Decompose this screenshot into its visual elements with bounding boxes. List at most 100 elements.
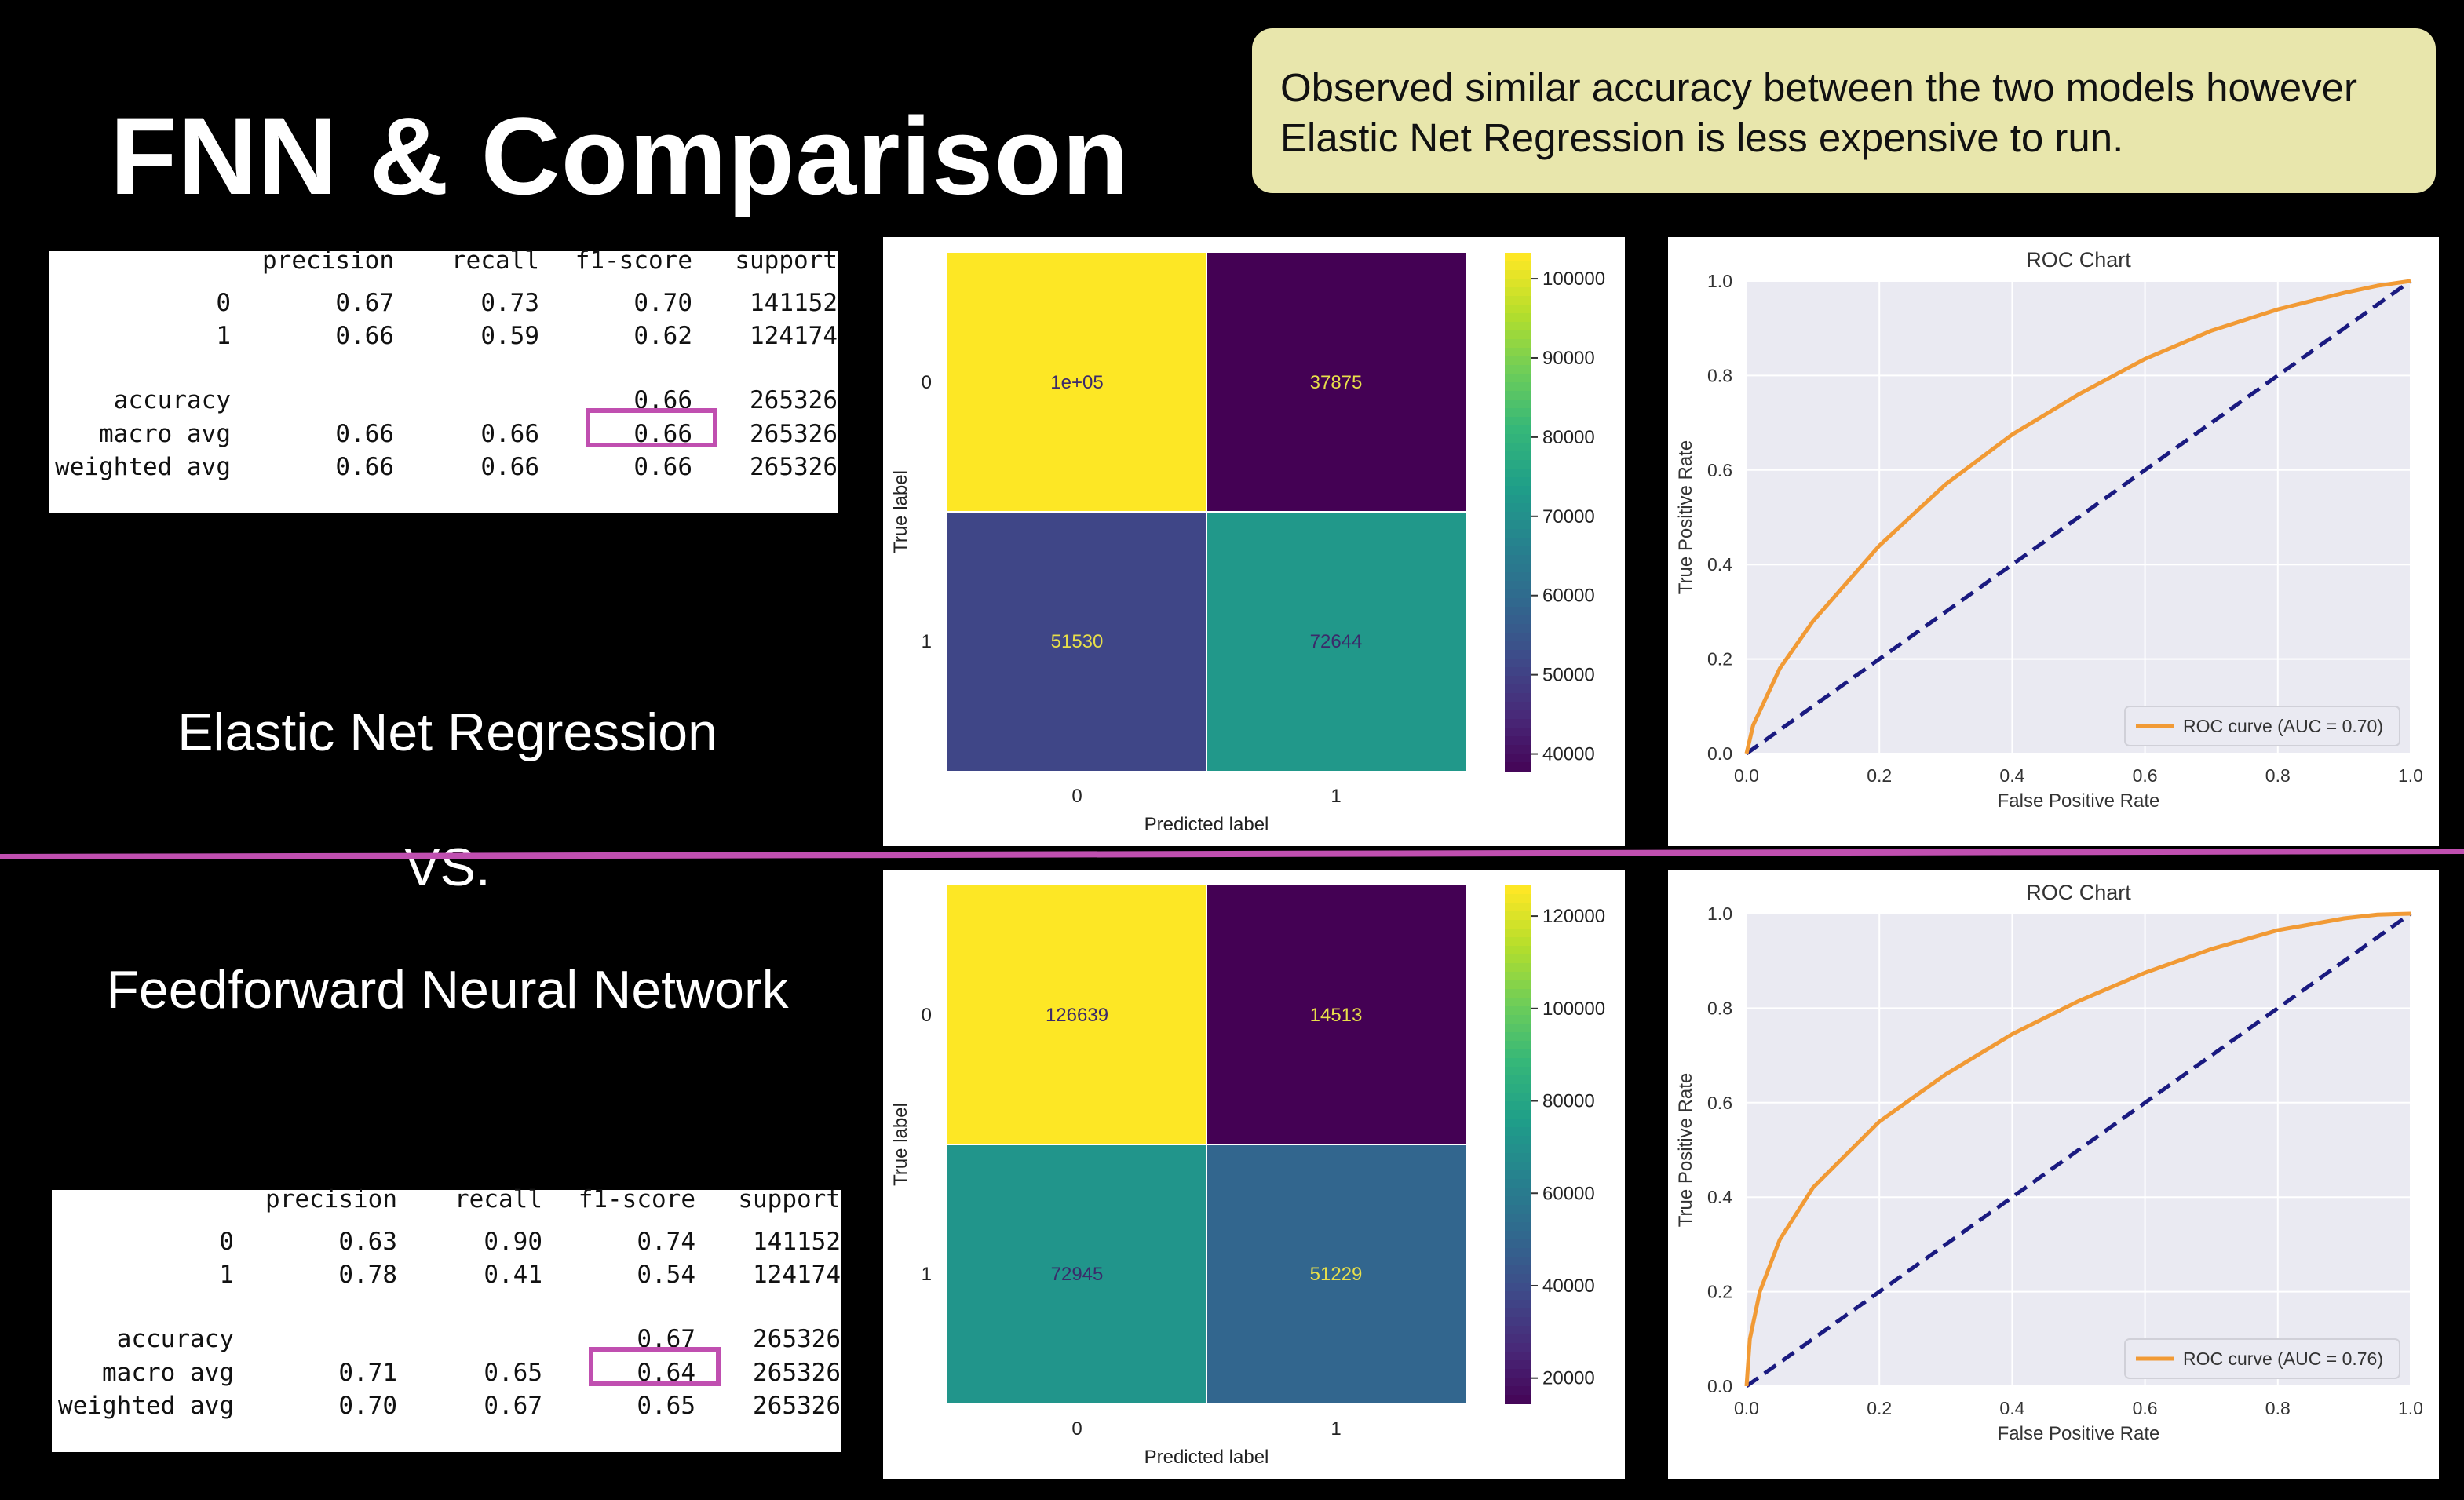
colorbar-segment bbox=[1505, 641, 1531, 651]
label-vs: VS. bbox=[404, 838, 491, 897]
colorbar-segment bbox=[1505, 1162, 1531, 1171]
colorbar-segment bbox=[1505, 546, 1531, 556]
cm-cell-label: 72644 bbox=[1310, 631, 1363, 652]
report-cell-precision: 0.70 bbox=[338, 1392, 397, 1420]
report-row-label: 0 bbox=[219, 1228, 234, 1256]
colorbar-segment bbox=[1505, 365, 1531, 374]
colorbar-tick-label: 60000 bbox=[1542, 586, 1595, 607]
section-divider bbox=[0, 849, 2464, 859]
colorbar-tick-label: 120000 bbox=[1542, 906, 1605, 927]
report-cell-support: 141152 bbox=[750, 289, 838, 317]
roc-x-tick: 0.8 bbox=[2265, 1398, 2291, 1418]
roc-diagonal-line bbox=[1745, 911, 2412, 1389]
colorbar-segment bbox=[1505, 503, 1531, 513]
cm-x-label: Predicted label bbox=[1144, 1447, 1269, 1468]
roc-title: ROC Chart bbox=[2026, 248, 2131, 272]
colorbar-segment bbox=[1505, 322, 1531, 331]
label-fnn: Feedforward Neural Network bbox=[106, 960, 789, 1020]
colorbar-segment bbox=[1505, 477, 1531, 487]
report-cell-support: 265326 bbox=[753, 1325, 841, 1353]
colorbar-segment bbox=[1505, 451, 1531, 461]
roc-x-tick: 0.6 bbox=[2133, 1398, 2158, 1418]
colorbar-segment bbox=[1505, 736, 1531, 746]
report-cell-support: 265326 bbox=[753, 1392, 841, 1420]
colorbar-segment bbox=[1505, 946, 1531, 955]
report-cell-precision: 0.66 bbox=[335, 420, 394, 448]
colorbar-segment bbox=[1505, 296, 1531, 305]
colorbar-segment bbox=[1505, 702, 1531, 711]
colorbar-segment bbox=[1505, 1248, 1531, 1257]
roc-diagonal-line bbox=[1745, 279, 2412, 756]
colorbar-segment bbox=[1505, 911, 1531, 921]
roc-legend-label: ROC curve (AUC = 0.70) bbox=[2183, 716, 2383, 736]
report-cell-recall: 0.59 bbox=[480, 322, 539, 350]
colorbar-segment bbox=[1505, 460, 1531, 469]
colorbar-segment bbox=[1505, 998, 1531, 1007]
roc-y-tick: 0.6 bbox=[1707, 460, 1732, 480]
cm-x-label: Predicted label bbox=[1144, 814, 1269, 835]
colorbar-segment bbox=[1505, 937, 1531, 947]
colorbar-segment bbox=[1505, 581, 1531, 590]
colorbar-segment bbox=[1505, 1395, 1531, 1404]
colorbar-segment bbox=[1505, 443, 1531, 452]
colorbar-segment bbox=[1505, 1205, 1531, 1214]
colorbar-tick-label: 80000 bbox=[1542, 1091, 1595, 1112]
cm-y-tick: 0 bbox=[922, 372, 932, 393]
colorbar-segment bbox=[1505, 1326, 1531, 1335]
colorbar-segment bbox=[1505, 989, 1531, 998]
roc-y-label: True Positive Rate bbox=[1675, 440, 1696, 595]
cm-cell-0-1 bbox=[1206, 885, 1466, 1144]
colorbar-segment bbox=[1505, 1024, 1531, 1033]
cm-y-tick: 1 bbox=[922, 631, 932, 652]
cm-cell-label: 14513 bbox=[1310, 1005, 1363, 1026]
roc-title: ROC Chart bbox=[2026, 881, 2131, 904]
roc-x-tick: 1.0 bbox=[2398, 1398, 2423, 1418]
colorbar-segment bbox=[1505, 676, 1531, 685]
colorbar-segment bbox=[1505, 572, 1531, 582]
classification-report-fnn: precision recall f1-score support 0 0.63 0.90 0… bbox=[52, 1185, 841, 1452]
colorbar-segment bbox=[1505, 1127, 1531, 1137]
colorbar-tick-label: 40000 bbox=[1542, 1276, 1595, 1297]
roc-x-tick: 0.0 bbox=[1734, 1398, 1759, 1418]
report-header-precision: precision bbox=[262, 246, 394, 275]
cm-cell-label: 126639 bbox=[1046, 1005, 1108, 1026]
confusion-matrix-panel-fnn: 126639 14513 72945 51229 0 1 0 1 Predicted label… bbox=[883, 870, 1625, 1479]
colorbar-segment bbox=[1505, 1188, 1531, 1197]
colorbar-segment bbox=[1505, 1015, 1531, 1024]
roc-legend bbox=[2124, 1338, 2400, 1379]
colorbar-segment bbox=[1505, 287, 1531, 297]
report-cell-recall: 0.66 bbox=[480, 453, 539, 481]
cm-y-tick: 0 bbox=[922, 1005, 932, 1026]
cm-cell-1-1 bbox=[1206, 1144, 1466, 1403]
report-cell-support: 265326 bbox=[750, 420, 838, 448]
roc-panel-en: ROC Chart 0.0 0.2 0.4 0.6 0.8 1.0 0.0 0.2 0.4 0.6 0… bbox=[1668, 237, 2439, 846]
colorbar-segment bbox=[1505, 745, 1531, 754]
roc-x-tick: 0.6 bbox=[2133, 765, 2158, 786]
roc-chart-fnn: ROC Chart 0.0 0.2 0.4 0.6 0.8 1.0 0.0 0.2 0.4 0.6 0… bbox=[1675, 881, 2423, 1444]
colorbar-segment bbox=[1505, 1196, 1531, 1206]
report-row-label: macro avg bbox=[99, 420, 231, 448]
colorbar-segment bbox=[1505, 1378, 1531, 1387]
confusion-matrix-panel-en: 1e+05 37875 51530 72644 0 1 0 1 Predicted label T… bbox=[883, 237, 1625, 846]
colorbar-tick-label: 70000 bbox=[1542, 506, 1595, 527]
colorbar-segment bbox=[1505, 270, 1531, 279]
colorbar-segment bbox=[1505, 279, 1531, 288]
cm-x-tick: 0 bbox=[1071, 1418, 1082, 1440]
report-row-label: macro avg bbox=[102, 1359, 234, 1387]
colorbar-segment bbox=[1505, 434, 1531, 443]
roc-curve bbox=[1744, 911, 2411, 1387]
roc-legend bbox=[2124, 706, 2400, 746]
report-cell-precision: 0.66 bbox=[335, 453, 394, 481]
colorbar-segment bbox=[1505, 330, 1531, 340]
report-cell-f1: 0.74 bbox=[637, 1228, 695, 1256]
roc-y-tick: 0.4 bbox=[1707, 554, 1732, 575]
cm-cell-label: 51229 bbox=[1310, 1264, 1363, 1285]
report-cell-f1: 0.70 bbox=[633, 289, 692, 317]
cm-cell-0-1 bbox=[1206, 253, 1466, 512]
report-cell-support: 124174 bbox=[750, 322, 838, 350]
colorbar-segment bbox=[1505, 529, 1531, 538]
colorbar-segment bbox=[1505, 253, 1531, 262]
colorbar-segment bbox=[1505, 1032, 1531, 1042]
classification-report-elastic-net: precision recall f1-score support 0 0.67 0.73 0… bbox=[49, 246, 838, 513]
colorbar-segment bbox=[1505, 1110, 1531, 1119]
